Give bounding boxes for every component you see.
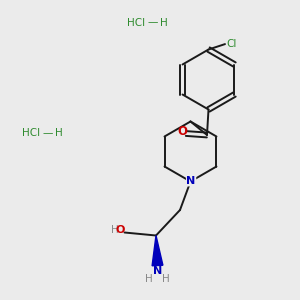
Text: —: — <box>148 17 158 28</box>
Text: Cl: Cl <box>226 39 237 49</box>
Text: —: — <box>43 128 53 139</box>
Text: H: H <box>55 128 62 139</box>
Text: O: O <box>115 225 125 235</box>
Text: H: H <box>145 274 153 284</box>
Text: O: O <box>177 125 187 139</box>
Text: N: N <box>153 266 162 276</box>
Text: H: H <box>160 17 167 28</box>
Text: N: N <box>187 176 196 186</box>
Text: HCl: HCl <box>22 128 40 139</box>
Text: HCl: HCl <box>128 17 146 28</box>
Text: H: H <box>111 225 119 235</box>
Text: H: H <box>162 274 170 284</box>
Polygon shape <box>152 236 163 266</box>
